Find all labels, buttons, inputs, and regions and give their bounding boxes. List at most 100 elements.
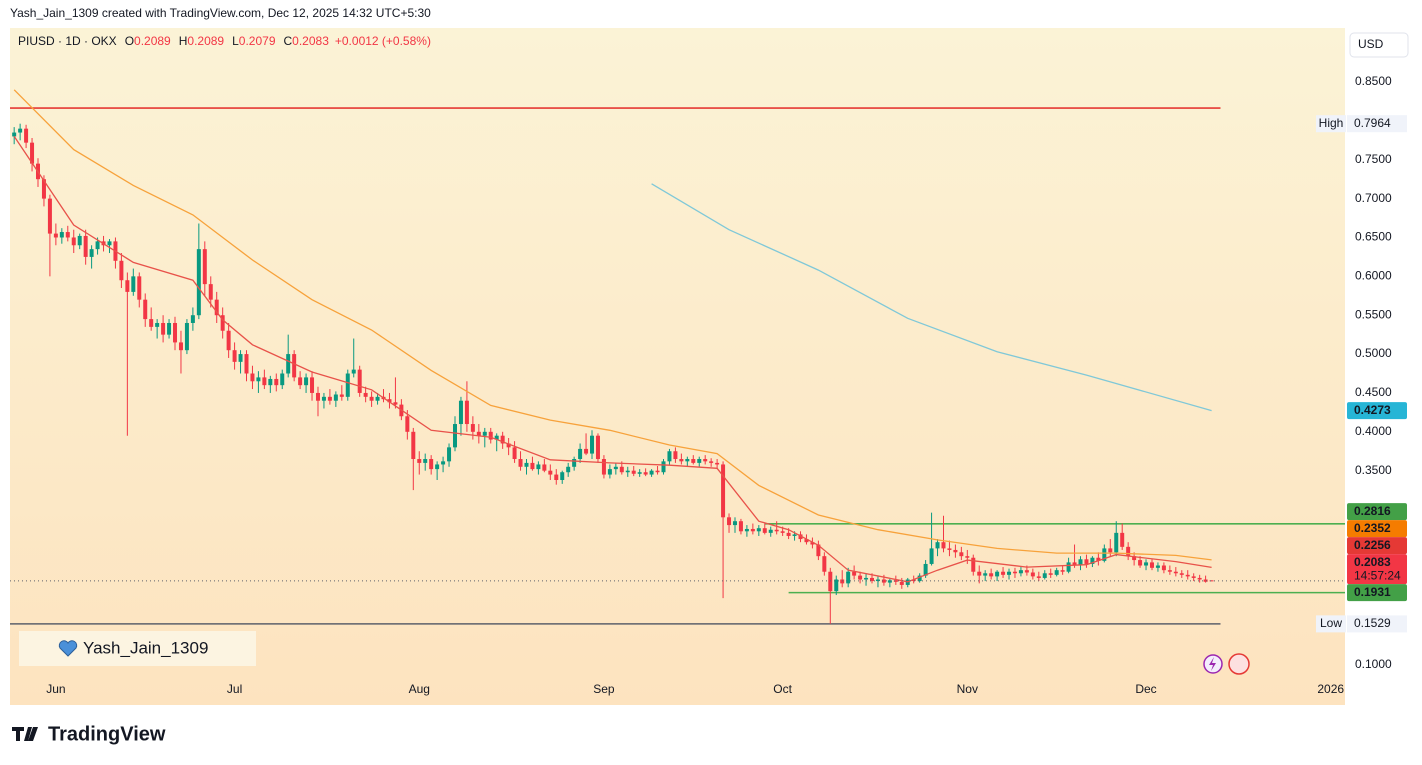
candle-body bbox=[298, 377, 303, 386]
candle-body bbox=[584, 448, 589, 454]
candle-body bbox=[321, 396, 326, 401]
candle-body bbox=[1048, 573, 1053, 575]
candle-body bbox=[822, 556, 827, 572]
candle-body bbox=[637, 472, 642, 474]
candle-body bbox=[1018, 570, 1023, 574]
price-tag: 0.4273 bbox=[1354, 403, 1391, 417]
candle-body bbox=[661, 461, 666, 473]
brand: TradingView bbox=[48, 723, 166, 745]
legend-key: O bbox=[125, 34, 134, 48]
candle-body bbox=[238, 354, 243, 362]
candle-body bbox=[357, 369, 362, 393]
price-tag-name-bg bbox=[1316, 615, 1346, 633]
candle-body bbox=[744, 528, 749, 532]
price-tag: 0.1931 bbox=[1354, 585, 1391, 599]
candle-body bbox=[762, 528, 767, 533]
candle-body bbox=[1120, 532, 1125, 547]
candle-body bbox=[1007, 571, 1012, 575]
candle-body bbox=[95, 241, 100, 250]
candle-body bbox=[875, 579, 880, 582]
legend-change: +0.0012 (+0.58%) bbox=[335, 34, 431, 48]
y-tick-label: 0.7500 bbox=[1355, 152, 1392, 166]
candle-body bbox=[470, 424, 475, 432]
currency: USD bbox=[1358, 37, 1384, 51]
candle-body bbox=[327, 396, 332, 401]
candle-body bbox=[232, 350, 237, 362]
candle-body bbox=[435, 464, 440, 470]
indicator-line bbox=[13, 136, 1212, 583]
symbol: PIUSD · 1D · OKX bbox=[18, 34, 117, 48]
y-tick-label: 0.8500 bbox=[1355, 74, 1392, 88]
candle-body bbox=[1185, 574, 1190, 577]
candle-body bbox=[1054, 570, 1059, 575]
candle-body bbox=[870, 577, 875, 582]
candle-body bbox=[280, 373, 285, 386]
candle-body bbox=[1096, 557, 1101, 561]
indicator-line bbox=[13, 89, 1212, 561]
candle-body bbox=[173, 322, 178, 343]
icon[interactable] bbox=[1228, 653, 1250, 675]
candle-body bbox=[244, 354, 249, 374]
candle-body bbox=[143, 299, 148, 320]
candle-body bbox=[71, 237, 76, 246]
x-tick-label: Jul bbox=[227, 682, 242, 696]
price-tag-bg bbox=[1347, 554, 1407, 585]
y-tick-label: 0.6500 bbox=[1355, 230, 1392, 244]
candle-body bbox=[310, 377, 315, 393]
candle-body bbox=[65, 232, 70, 238]
legend: PIUSD · 1D · OKX O0.2089 H0.2089 L0.2079 C0.… bbox=[18, 34, 431, 48]
x-tick-label: 2026 bbox=[1317, 682, 1344, 696]
x-tick-label: Dec bbox=[1135, 682, 1156, 696]
currency-button[interactable] bbox=[1349, 32, 1409, 58]
candle-body bbox=[1060, 570, 1065, 572]
candle-body bbox=[1078, 559, 1083, 566]
candle-body bbox=[1126, 546, 1131, 557]
candle-body bbox=[560, 472, 565, 481]
candle-body bbox=[453, 424, 457, 448]
candle-body bbox=[500, 435, 505, 444]
candle-body bbox=[1155, 565, 1160, 568]
candle-body bbox=[595, 435, 600, 460]
watermark-box bbox=[19, 631, 256, 666]
x-tick-label: Jun bbox=[46, 682, 65, 696]
candle-body bbox=[131, 276, 136, 292]
candle-body bbox=[161, 322, 166, 335]
candle-body bbox=[30, 142, 35, 164]
candle-body bbox=[530, 462, 535, 470]
candle-body bbox=[304, 377, 309, 386]
legend-key: H bbox=[179, 34, 188, 48]
candle-body bbox=[846, 571, 851, 584]
candle-body bbox=[1161, 565, 1166, 571]
price-tag-bg bbox=[1347, 615, 1407, 633]
candle-body bbox=[536, 464, 541, 470]
candle-body bbox=[125, 280, 130, 292]
candle-body bbox=[256, 377, 261, 382]
candle-body bbox=[685, 459, 690, 462]
candle-body bbox=[601, 459, 606, 475]
candle-body bbox=[649, 470, 654, 475]
candle-body bbox=[494, 435, 499, 440]
candle-body bbox=[1024, 570, 1029, 573]
candle-body bbox=[691, 459, 696, 463]
candle-body bbox=[119, 260, 124, 281]
candle-body bbox=[1203, 579, 1208, 582]
candle-body bbox=[375, 396, 380, 401]
candle-body bbox=[1179, 573, 1184, 575]
candle-body bbox=[59, 232, 64, 238]
candle-body bbox=[441, 461, 446, 465]
candle-body bbox=[202, 249, 207, 285]
candle-body bbox=[178, 342, 183, 351]
candle-body bbox=[983, 573, 988, 576]
candle-body bbox=[83, 235, 88, 257]
candle-body bbox=[1012, 571, 1017, 574]
candle-body bbox=[667, 451, 672, 462]
candle-body bbox=[732, 521, 737, 526]
candle-body bbox=[852, 571, 857, 576]
candle-body bbox=[196, 249, 201, 316]
candle-body bbox=[506, 443, 511, 448]
price-tag-bg bbox=[1347, 537, 1407, 555]
candle-body bbox=[405, 416, 410, 432]
candle-body bbox=[578, 448, 583, 460]
candle-body bbox=[631, 470, 636, 474]
candle-body bbox=[155, 322, 160, 327]
